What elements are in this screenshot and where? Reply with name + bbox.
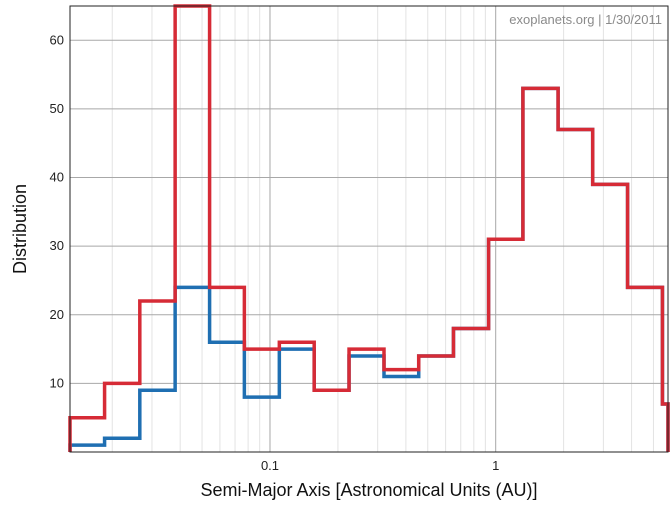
y-tick-label: 10: [50, 375, 64, 390]
y-tick-label: 50: [50, 101, 64, 116]
blue-histogram-series: [68, 86, 670, 452]
grid: [70, 6, 668, 452]
plot-frame: [69, 5, 669, 453]
x-tick-label: 0.1: [261, 458, 279, 473]
y-tick-label: 20: [50, 307, 64, 322]
y-tick-label: 30: [50, 238, 64, 253]
x-axis-label: Semi-Major Axis [Astronomical Units (AU)…: [200, 480, 537, 500]
tick-labels: 10 20 30 40 50 60 0.1 1: [50, 32, 500, 473]
y-tick-label: 60: [50, 32, 64, 47]
source-annotation: exoplanets.org | 1/30/2011: [509, 12, 662, 27]
y-axis-label: Distribution: [10, 184, 30, 274]
red-histogram-series: [68, 4, 670, 452]
y-tick-label: 40: [50, 170, 64, 185]
series-group: [68, 4, 670, 452]
x-tick-label: 1: [492, 458, 499, 473]
